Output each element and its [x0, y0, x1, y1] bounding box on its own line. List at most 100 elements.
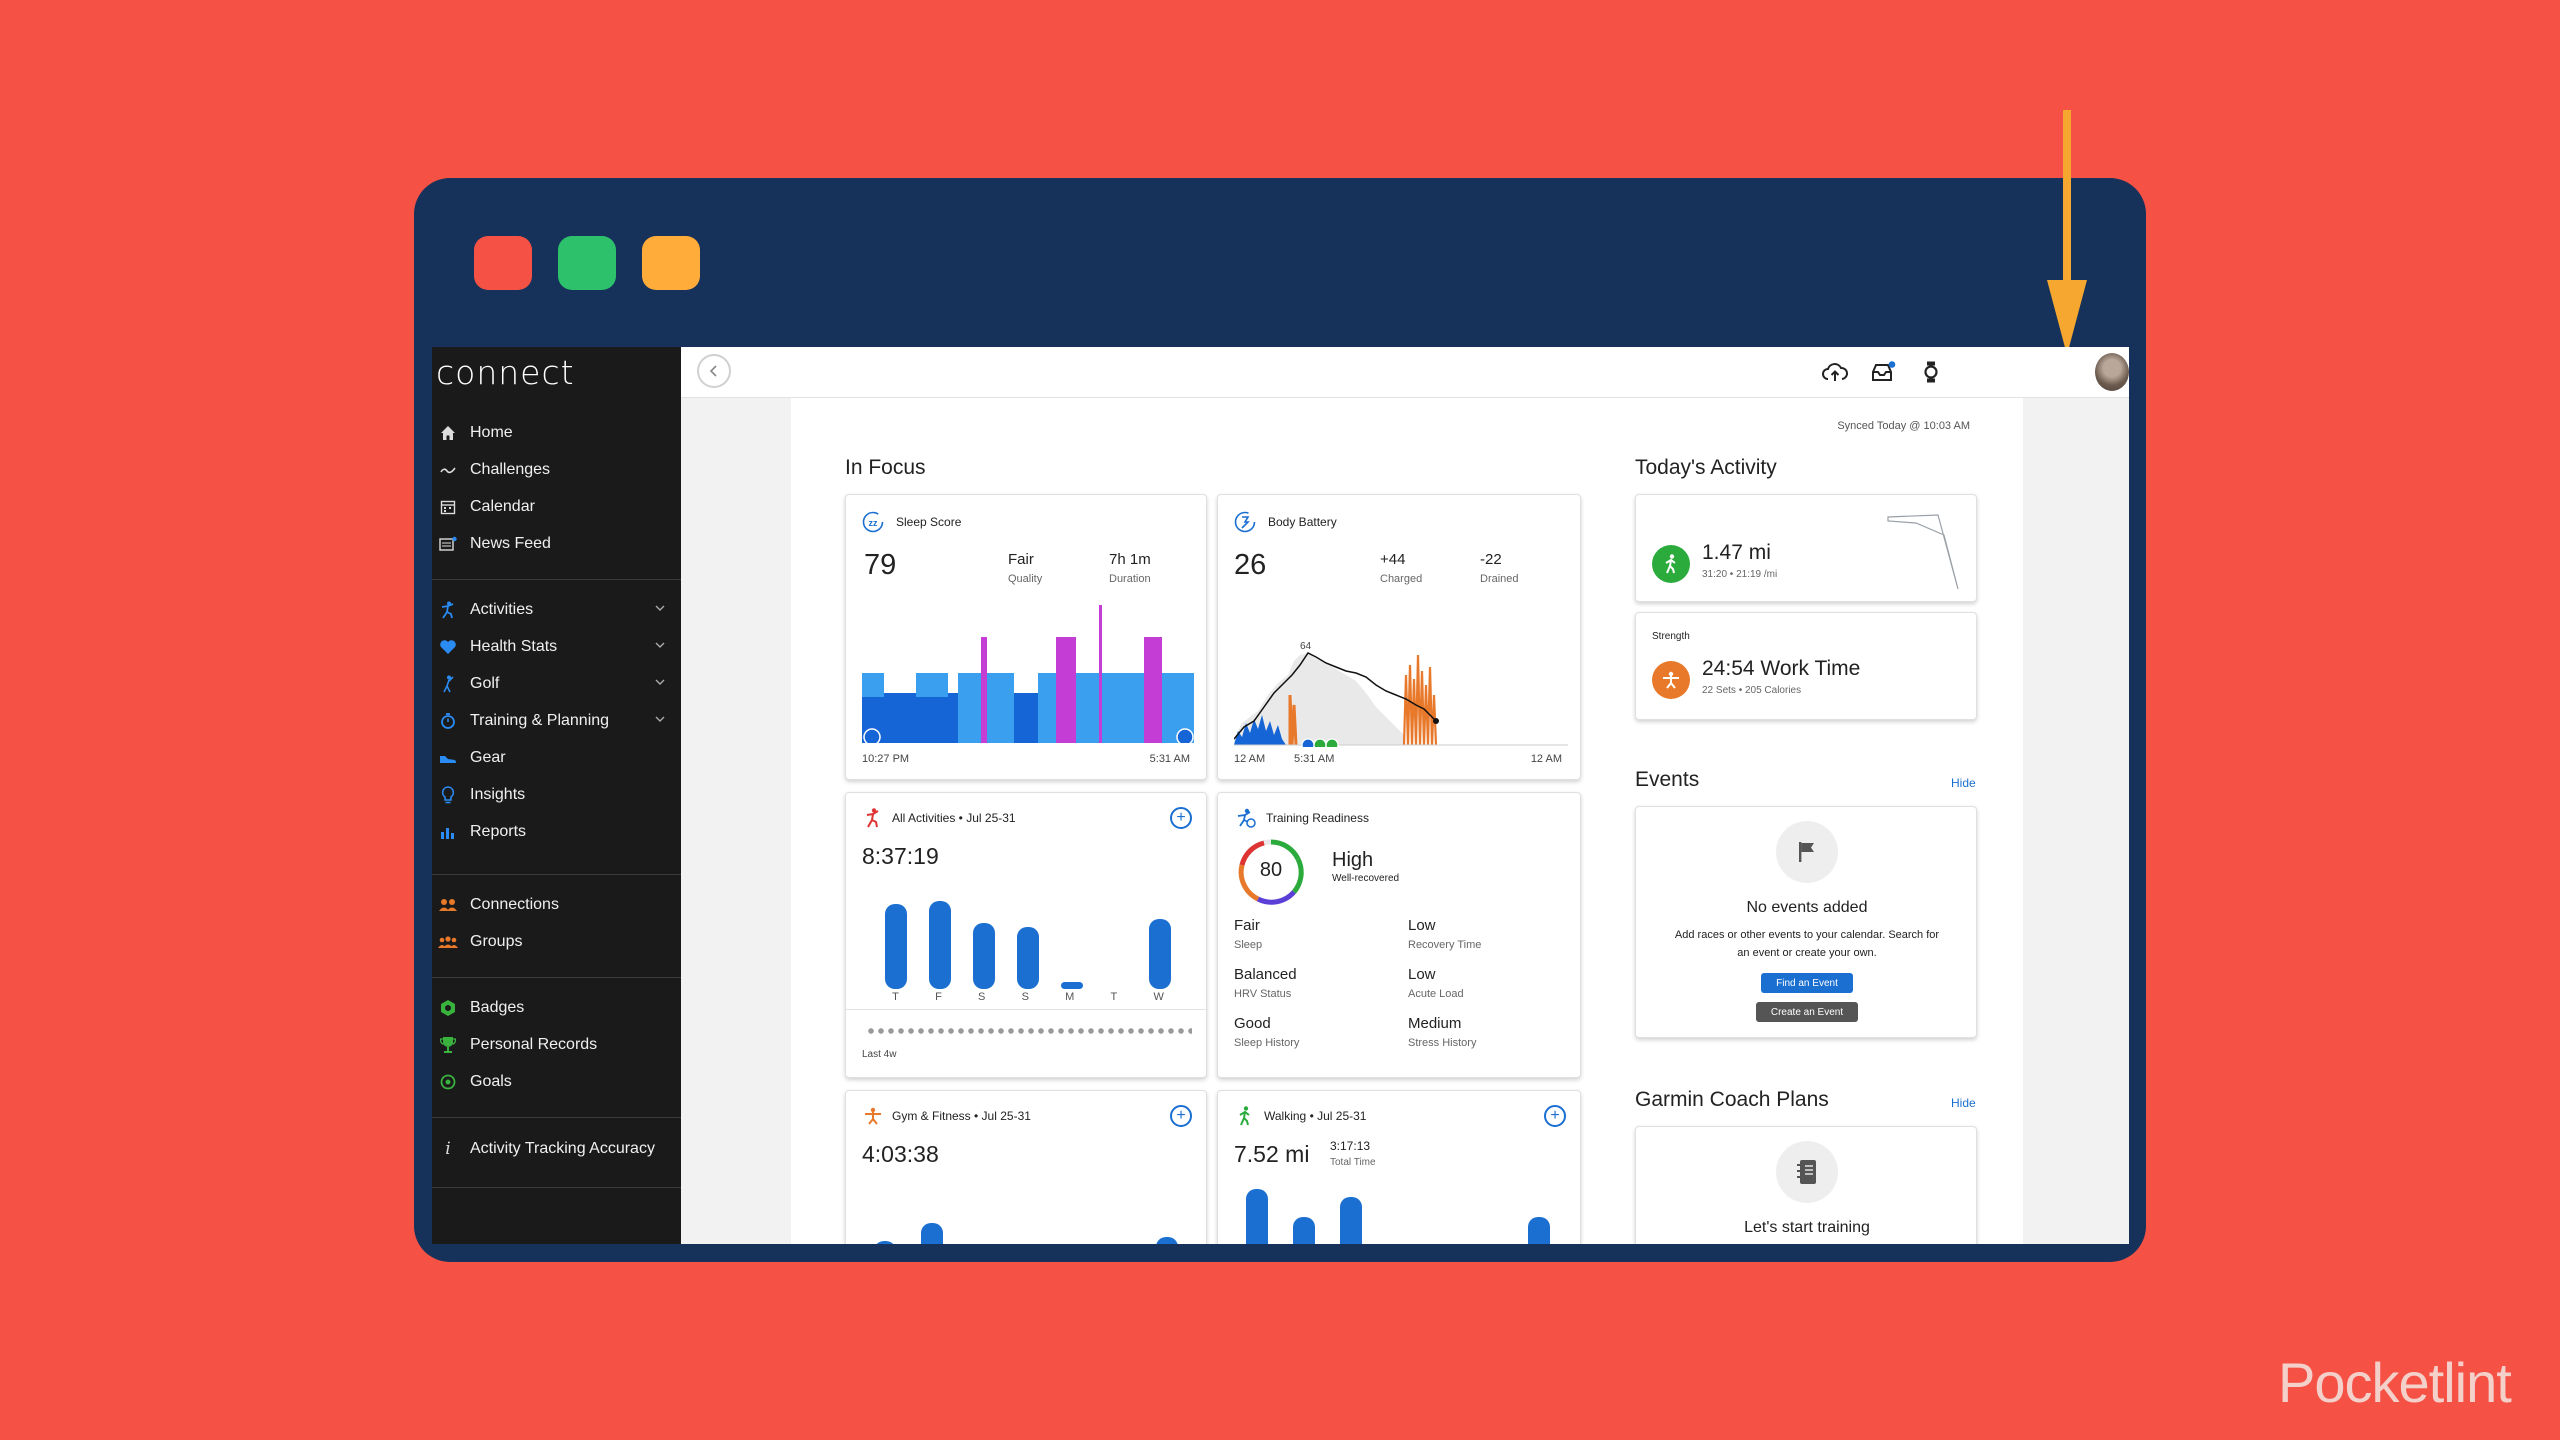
add-activity-button[interactable]: +: [1170, 807, 1192, 829]
activity-bar[interactable]: [973, 923, 995, 989]
inbox-icon: [1872, 361, 1896, 381]
training-readiness-card[interactable]: Training Readiness 80 High Well-recovere…: [1217, 792, 1581, 1078]
trophy-icon: [438, 1035, 458, 1055]
sidebar-item-home[interactable]: Home: [432, 415, 681, 451]
target-icon: [438, 1072, 458, 1092]
challenges-icon: [438, 460, 458, 480]
close-window-button[interactable]: [474, 236, 532, 290]
strength-work-time: 24:54 Work Time: [1702, 657, 1861, 680]
body-battery-card[interactable]: Body Battery 26 +44 Charged -22 Drained …: [1217, 494, 1581, 780]
sidebar-item-calendar[interactable]: Calendar: [432, 489, 681, 525]
sidebar-item-label: Home: [470, 424, 513, 441]
day-label: S: [1021, 991, 1029, 1003]
route-map-thumbnail: [1887, 514, 1959, 590]
sidebar-item-label: Activity Tracking Accuracy: [470, 1140, 655, 1157]
sidebar-item-goals[interactable]: Goals: [432, 1064, 681, 1100]
sidebar-item-label: Goals: [470, 1073, 512, 1090]
add-walk-button[interactable]: +: [1544, 1105, 1566, 1127]
today-walk-card[interactable]: 1.47 mi 31:20 • 21:19 /mi: [1635, 494, 1977, 602]
factor-sleep-value: Fair: [1234, 917, 1260, 934]
todays-activity-title: Today's Activity: [1635, 456, 1777, 479]
in-focus-title: In Focus: [845, 456, 926, 479]
factor-stress-history-label: Stress History: [1408, 1037, 1477, 1049]
user-avatar[interactable]: [2095, 353, 2129, 391]
events-hide-link[interactable]: Hide: [1951, 776, 1976, 790]
minimize-window-button[interactable]: [642, 236, 700, 290]
inbox-button[interactable]: [1867, 356, 1899, 388]
find-event-button[interactable]: Find an Event: [1761, 973, 1853, 993]
card-title: Sleep Score: [896, 515, 962, 529]
all-activities-card[interactable]: All Activities • Jul 25-31 + 8:37:19 T F…: [845, 792, 1208, 1078]
sidebar-item-health-stats[interactable]: Health Stats: [432, 629, 681, 665]
create-event-button[interactable]: Create an Event: [1756, 1002, 1858, 1022]
sidebar-item-golf[interactable]: Golf: [432, 666, 681, 702]
sidebar-item-label: Training & Planning: [470, 712, 610, 729]
sidebar-item-badges[interactable]: Badges: [432, 990, 681, 1026]
today-strength-card[interactable]: Strength 24:54 Work Time 22 Sets • 205 C…: [1635, 612, 1977, 720]
today-walk-stats: 31:20 • 21:19 /mi: [1702, 569, 1778, 580]
sidebar-item-groups[interactable]: Groups: [432, 924, 681, 960]
day-label: W: [1153, 991, 1164, 1003]
sidebar-item-insights[interactable]: Insights: [432, 777, 681, 813]
device-button[interactable]: [1915, 356, 1947, 388]
weeks-pager-dots[interactable]: [866, 1027, 1192, 1035]
sidebar-item-connections[interactable]: Connections: [432, 887, 681, 923]
sleep-icon: zz: [862, 511, 884, 533]
events-description-line1: Add races or other events to your calend…: [1674, 929, 1940, 941]
card-divider: [846, 1009, 1208, 1010]
activities-icon: [438, 600, 458, 620]
activity-bar[interactable]: [885, 904, 907, 989]
coach-hide-link[interactable]: Hide: [1951, 1096, 1976, 1110]
sidebar-item-news-feed[interactable]: News Feed: [432, 526, 681, 562]
connect-logo: connect: [436, 353, 575, 392]
activity-bar[interactable]: [929, 901, 951, 989]
upload-button[interactable]: [1819, 356, 1851, 388]
maximize-window-button[interactable]: [558, 236, 616, 290]
gym-total-time: 4:03:38: [862, 1141, 939, 1167]
sidebar-item-activities[interactable]: Activities: [432, 592, 681, 628]
sidebar-item-label: Challenges: [470, 461, 551, 478]
sidebar-item-label: Activities: [470, 601, 534, 618]
sleep-score-card[interactable]: zz Sleep Score 79 Fair Quality 7h 1m Dur…: [845, 494, 1207, 780]
sidebar-item-personal-records[interactable]: Personal Records: [432, 1027, 681, 1063]
add-gym-activity-button[interactable]: +: [1170, 1105, 1192, 1127]
strength-stats: 22 Sets • 205 Calories: [1702, 685, 1802, 696]
sidebar-divider: [432, 579, 681, 580]
sidebar-item-activity-tracking-accuracy[interactable]: i Activity Tracking Accuracy: [432, 1131, 681, 1167]
walking-time-label: Total Time: [1330, 1157, 1376, 1168]
battery-charged-label: Charged: [1380, 573, 1423, 585]
badge-icon: [438, 998, 458, 1018]
sleep-duration-label: Duration: [1109, 573, 1151, 585]
sidebar-item-reports[interactable]: Reports: [432, 814, 681, 850]
no-events-text: No events added: [1746, 899, 1868, 916]
annotation-arrow-icon: [2047, 110, 2087, 355]
chevron-down-icon: [655, 605, 665, 611]
svg-text:zz: zz: [869, 518, 879, 528]
sleep-quality-value: Fair: [1008, 551, 1034, 568]
groups-icon: [438, 932, 458, 952]
factor-hrv-value: Balanced: [1234, 966, 1297, 983]
sidebar-item-challenges[interactable]: Challenges: [432, 452, 681, 488]
battery-drained-label: Drained: [1480, 573, 1519, 585]
pocketlint-watermark: Pocketlint: [2278, 1351, 2512, 1414]
app-screen: connect Home Challenges Calendar News Fe…: [432, 347, 2129, 1244]
watch-icon: [1924, 361, 1938, 383]
sidebar-item-label: Connections: [470, 896, 559, 913]
factor-recovery-label: Recovery Time: [1408, 939, 1482, 951]
sidebar-item-label: Insights: [470, 786, 526, 803]
gym-fitness-card[interactable]: Gym & Fitness • Jul 25-31 + 4:03:38: [845, 1090, 1207, 1244]
activity-bar[interactable]: [1149, 919, 1171, 989]
sidebar-item-gear[interactable]: Gear: [432, 740, 681, 776]
sidebar-item-training-planning[interactable]: Training & Planning: [432, 703, 681, 739]
activity-bar[interactable]: [1061, 982, 1083, 989]
day-label: T: [1110, 991, 1118, 1003]
activity-bar[interactable]: [1017, 927, 1039, 989]
weekday-axis: T F S S M T W: [862, 991, 1194, 1003]
start-training-link[interactable]: Let's start training: [1744, 1219, 1870, 1236]
sleep-score-value: 79: [864, 549, 897, 581]
collapse-sidebar-button[interactable]: [697, 354, 731, 388]
walking-card[interactable]: Walking • Jul 25-31 + 7.52 mi 3:17:13 To…: [1217, 1090, 1581, 1244]
events-card: No events added Add races or other event…: [1635, 806, 1977, 1038]
body-battery-chart: [1234, 652, 1568, 747]
sleep-quality-label: Quality: [1008, 573, 1043, 585]
